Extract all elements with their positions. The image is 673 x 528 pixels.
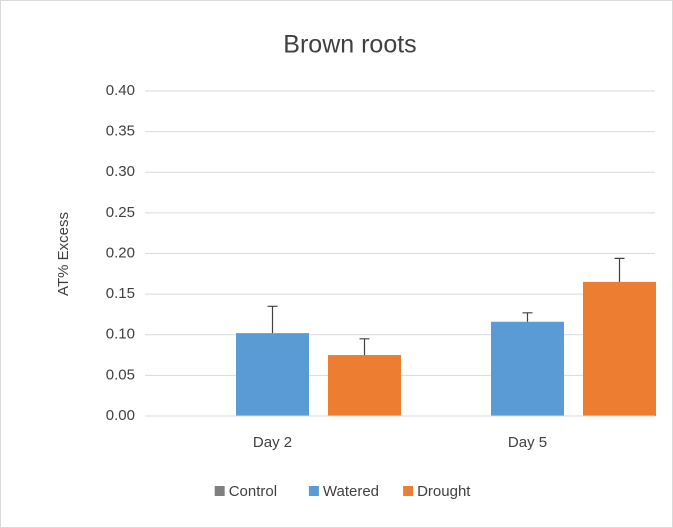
y-tick-label: 0.05 (106, 366, 135, 383)
x-tick-label: Day 2 (253, 434, 292, 451)
legend-label: Watered (323, 483, 379, 500)
legend-label: Control (229, 483, 277, 500)
y-axis-label: AT% Excess (55, 212, 72, 296)
error-bar (614, 257, 625, 282)
y-tick-label: 0.10 (106, 326, 135, 343)
y-tick-label: 0.20 (106, 244, 135, 261)
chart-title: Brown roots (283, 31, 416, 59)
y-tick-label: 0.30 (106, 163, 135, 180)
error-bar (522, 312, 533, 322)
bar (583, 281, 656, 416)
legend-swatch (214, 486, 225, 496)
legend-swatch (403, 486, 414, 496)
bar (491, 321, 564, 416)
x-tick-label: Day 5 (508, 434, 547, 451)
y-tick-label: 0.35 (106, 123, 135, 140)
bar (236, 333, 309, 416)
bar (328, 355, 401, 416)
y-tick-label: 0.15 (106, 285, 135, 302)
error-bar (267, 305, 278, 334)
y-tick-label: 0.25 (106, 204, 135, 221)
legend-label: Drought (417, 483, 471, 500)
legend-swatch (308, 486, 319, 496)
y-tick-label: 0.40 (106, 82, 135, 99)
y-tick-label: 0.00 (106, 407, 135, 424)
error-bar (359, 338, 370, 356)
